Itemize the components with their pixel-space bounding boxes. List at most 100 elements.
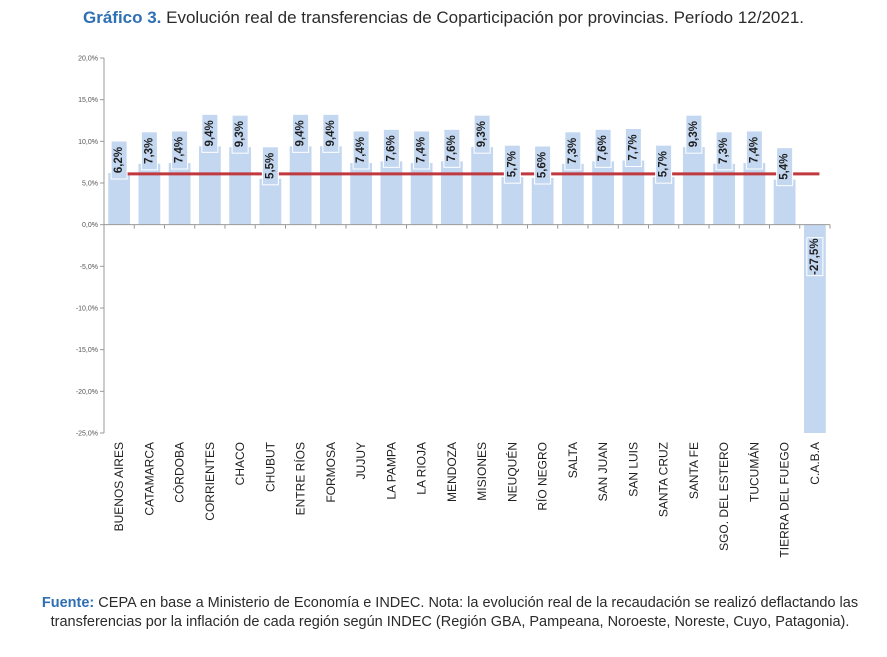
data-label-box [473,114,491,154]
bar [561,163,584,225]
data-label: 7,6% [446,135,458,161]
data-label: 7,3% [143,138,155,164]
data-label: 9,3% [234,121,246,147]
data-label: 5,7% [506,151,518,177]
bar [803,224,826,433]
category-label: ENTRE RÍOS [293,442,308,515]
bar-chart: 20,0% 15,0% 10,0% 5,0% 0,0% -5,0% -10,0% -15,0%… [76,56,831,558]
category-label: LA RIOJA [415,442,429,495]
data-label-box [110,140,128,180]
y-tick-label: 5,0% [82,181,98,188]
data-label: 9,3% [476,121,488,147]
data-label: 7,6% [597,135,609,161]
bar [471,147,494,225]
data-label-box [745,130,763,170]
category-label: TUCUMÁN [746,442,761,502]
data-label: -27,5% [809,238,821,274]
y-tick-label: 20,0% [78,56,98,63]
category-label: SALTA [566,442,580,478]
data-label: 9,4% [204,120,216,146]
category-label: CATAMARCA [142,442,156,516]
bar [501,177,524,225]
category-label: C.A.B.A [808,442,822,485]
category-label: SANTA FE [687,442,701,499]
y-tick-label: -10,0% [76,306,98,313]
data-label: 7,7% [627,134,639,160]
data-label-box [685,114,703,154]
bar [198,146,221,225]
category-label: SANTA CRUZ [657,442,671,517]
category-label: LA PAMPA [384,442,398,500]
data-label-box [503,144,521,184]
data-label-box [806,237,824,277]
y-tick-label: 10,0% [78,139,98,146]
bar [713,163,736,225]
data-label: 7,3% [567,138,579,164]
category-label: CORRIENTES [203,442,217,521]
data-label-box [413,130,431,170]
data-label: 6,2% [113,147,125,173]
bar [108,173,131,225]
y-tick-label: -25,0% [76,431,98,438]
bar [168,163,191,225]
data-label: 9,3% [688,121,700,147]
y-tick-label: 15,0% [78,97,98,104]
bar [773,179,796,225]
category-label: CHUBUT [263,441,277,492]
category-label: BUENOS AIRES [112,442,126,531]
data-label: 7,4% [748,137,760,163]
chart-title-text: Evolución real de transferencias de Copa… [166,8,805,27]
data-label-box [231,114,249,154]
data-label-box [594,128,612,168]
bar [592,161,615,225]
bar [138,163,161,225]
bar [652,177,675,225]
data-label: 7,4% [355,137,367,163]
data-label-box [715,131,733,171]
bar [410,163,433,225]
data-label-box [564,131,582,171]
data-label-box [382,128,400,168]
category-label: RÍO NEGRO [535,442,550,511]
data-label-box [443,128,461,168]
data-label: 7,3% [718,138,730,164]
data-label: 5,7% [658,151,670,177]
category-label: SGO. DEL ESTERO [717,442,731,551]
category-label: MISIONES [475,442,489,501]
bar [229,147,252,225]
data-label-box [776,147,794,187]
category-label: CHACO [233,442,247,485]
bar [622,160,645,225]
data-label-box [140,131,158,171]
data-label-box [292,113,310,153]
data-label: 9,4% [325,120,337,146]
category-label: SAN LUIS [626,442,640,497]
data-label-box [261,146,279,186]
bar [289,146,312,225]
bar [350,163,373,225]
data-label-box [352,130,370,170]
footer-source-prefix: Fuente: [41,595,95,611]
bar [259,178,282,225]
data-label: 5,5% [264,153,276,179]
data-label: 5,4% [779,154,791,180]
y-tick-label: 0,0% [82,222,98,229]
y-tick-label: -20,0% [76,389,98,396]
category-label: CÓRDOBA [172,442,187,503]
bar [743,163,766,225]
bar [531,178,554,225]
data-label-box [201,113,219,153]
data-label-box [624,128,642,167]
data-label-box [171,130,189,170]
data-label-box [655,144,673,184]
data-label: 7,4% [174,137,186,163]
chart-footer-note: Fuente: CEPA en base a Ministerio de Eco… [40,594,860,632]
bar [319,146,342,225]
footer-source-text: CEPA en base a Ministerio de Economía e … [50,595,859,630]
data-label: 9,4% [295,120,307,146]
data-label: 7,4% [416,137,428,163]
category-label: SAN JUAN [596,442,610,501]
chart-title-prefix: Gráfico 3. [82,8,162,27]
y-tick-label: -5,0% [80,264,98,271]
category-label: NEUQUÉN [504,442,519,502]
